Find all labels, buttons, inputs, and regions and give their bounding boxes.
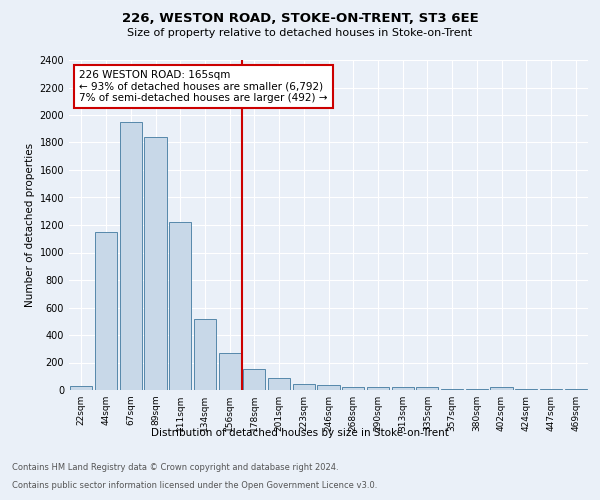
Text: 226, WESTON ROAD, STOKE-ON-TRENT, ST3 6EE: 226, WESTON ROAD, STOKE-ON-TRENT, ST3 6E… xyxy=(122,12,478,26)
Text: Contains HM Land Registry data © Crown copyright and database right 2024.: Contains HM Land Registry data © Crown c… xyxy=(12,464,338,472)
Bar xyxy=(317,384,340,390)
Bar xyxy=(416,387,439,390)
Bar xyxy=(342,387,364,390)
Bar xyxy=(392,387,414,390)
Bar xyxy=(194,319,216,390)
Bar xyxy=(169,222,191,390)
Text: Distribution of detached houses by size in Stoke-on-Trent: Distribution of detached houses by size … xyxy=(151,428,449,438)
Bar xyxy=(218,353,241,390)
Text: 226 WESTON ROAD: 165sqm
← 93% of detached houses are smaller (6,792)
7% of semi-: 226 WESTON ROAD: 165sqm ← 93% of detache… xyxy=(79,70,328,103)
Text: Size of property relative to detached houses in Stoke-on-Trent: Size of property relative to detached ho… xyxy=(127,28,473,38)
Bar xyxy=(70,386,92,390)
Bar xyxy=(293,384,315,390)
Bar xyxy=(119,122,142,390)
Bar xyxy=(145,137,167,390)
Bar xyxy=(490,387,512,390)
Bar xyxy=(268,378,290,390)
Bar xyxy=(243,368,265,390)
Text: Contains public sector information licensed under the Open Government Licence v3: Contains public sector information licen… xyxy=(12,481,377,490)
Bar xyxy=(95,232,117,390)
Bar xyxy=(367,386,389,390)
Y-axis label: Number of detached properties: Number of detached properties xyxy=(25,143,35,307)
